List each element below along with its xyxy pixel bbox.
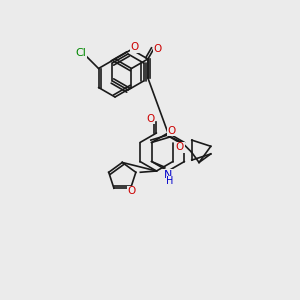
Text: H: H [166, 176, 174, 186]
Text: O: O [167, 126, 176, 136]
Text: Cl: Cl [76, 48, 87, 58]
Text: O: O [130, 43, 139, 52]
Text: O: O [128, 186, 136, 196]
Text: O: O [154, 44, 162, 54]
Text: N: N [164, 170, 172, 180]
Text: O: O [146, 114, 154, 124]
Text: O: O [176, 142, 184, 152]
